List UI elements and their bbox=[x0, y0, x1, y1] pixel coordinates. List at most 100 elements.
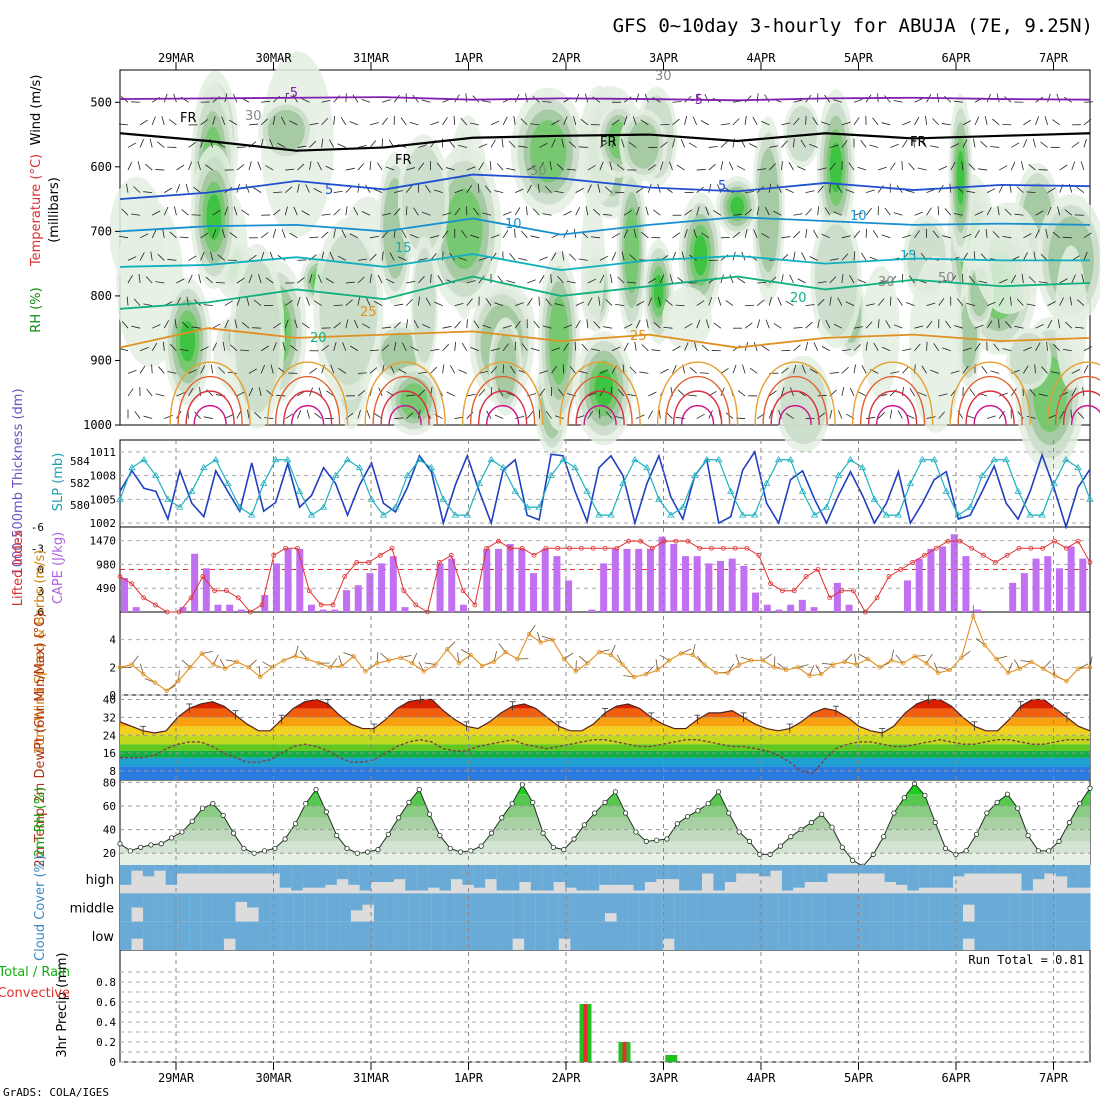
wind-barb bbox=[326, 390, 334, 397]
wind-barb bbox=[700, 120, 709, 126]
top-date-label: 2APR bbox=[552, 51, 582, 65]
cloud-cell bbox=[941, 865, 954, 888]
wind10-point bbox=[865, 656, 871, 662]
cloud-cell bbox=[416, 865, 429, 891]
slp-point bbox=[619, 479, 627, 486]
cloud-cell bbox=[884, 865, 897, 882]
wind10-point bbox=[924, 660, 929, 666]
wind-barb bbox=[1083, 232, 1092, 239]
wind-barb bbox=[442, 212, 452, 216]
slp-point bbox=[307, 511, 316, 518]
wind-barb bbox=[393, 321, 401, 329]
li-point bbox=[283, 545, 289, 551]
wind-barb bbox=[833, 323, 843, 329]
wind-barb bbox=[833, 99, 843, 103]
wind-barb bbox=[478, 370, 488, 374]
wind-barb bbox=[801, 252, 806, 261]
wind-barb bbox=[761, 233, 770, 239]
wind-barb bbox=[542, 101, 552, 103]
cloud-cell bbox=[154, 921, 167, 950]
cloud-cell-bg bbox=[736, 865, 749, 894]
wind-barb bbox=[908, 162, 915, 171]
wind-barb bbox=[227, 371, 237, 374]
rh-point bbox=[530, 799, 536, 806]
wind-barb bbox=[530, 123, 540, 126]
cloud-cell-bg bbox=[747, 865, 760, 894]
wind-barb bbox=[845, 301, 855, 306]
wind-barb bbox=[539, 142, 548, 148]
wind-barb bbox=[623, 229, 628, 238]
wind10-point bbox=[515, 656, 520, 662]
wind-barb bbox=[305, 184, 310, 193]
wind-barb bbox=[373, 301, 383, 306]
wind-barb bbox=[506, 392, 516, 397]
rh-point bbox=[932, 819, 938, 826]
wind-barb bbox=[885, 320, 891, 329]
rh-tick-label: 40 bbox=[103, 824, 116, 837]
cloud-cell bbox=[431, 893, 444, 922]
wind-barb bbox=[217, 142, 226, 148]
wind-barb bbox=[920, 140, 927, 148]
slp-point bbox=[116, 495, 124, 502]
wind-barb bbox=[720, 368, 729, 374]
cloud-cell bbox=[489, 921, 502, 950]
wind-barb bbox=[200, 119, 209, 126]
slp-point bbox=[798, 487, 807, 494]
li-point bbox=[1028, 545, 1034, 551]
wind-barb bbox=[490, 366, 498, 374]
cloud-cell bbox=[801, 921, 814, 950]
wind10-point bbox=[281, 658, 286, 663]
wind-barb bbox=[793, 138, 795, 148]
cape-bar bbox=[541, 548, 549, 612]
wind-barb bbox=[546, 410, 552, 419]
wind-barb bbox=[938, 393, 948, 397]
li-point bbox=[1040, 545, 1046, 551]
wind-barb bbox=[212, 209, 221, 216]
contour-label: 25 bbox=[630, 329, 647, 344]
wind-barb bbox=[732, 214, 743, 216]
wind-barb bbox=[337, 255, 346, 261]
wind-barb bbox=[376, 162, 383, 171]
cape-bar bbox=[611, 548, 619, 612]
cloud-cell bbox=[685, 893, 698, 922]
warm-contour bbox=[778, 404, 812, 426]
rh-shade bbox=[1054, 245, 1087, 391]
contour-label: 25 bbox=[360, 305, 377, 320]
wind-barb bbox=[684, 323, 693, 329]
li-point bbox=[436, 560, 442, 565]
wind-barb bbox=[131, 213, 141, 216]
wind-barb bbox=[725, 300, 734, 306]
wind-barb bbox=[954, 212, 963, 216]
wind-barb bbox=[1076, 299, 1085, 306]
wind-barb bbox=[506, 167, 516, 171]
wind-barb bbox=[1077, 411, 1085, 419]
wind-barb bbox=[672, 138, 676, 148]
cloud-cell bbox=[1021, 865, 1034, 891]
wind-barb bbox=[179, 348, 189, 352]
cloud-cell bbox=[1010, 865, 1023, 874]
cloud-cell bbox=[542, 865, 555, 891]
li-point bbox=[567, 545, 572, 551]
cloud-cell bbox=[293, 921, 306, 950]
wind-tick-label: 4 bbox=[109, 634, 116, 647]
slp-point bbox=[870, 495, 879, 502]
wind-barb bbox=[357, 296, 361, 306]
temp-tick-label: 16 bbox=[103, 747, 116, 760]
wind-barb bbox=[265, 165, 274, 171]
cloud-cell bbox=[951, 893, 964, 922]
slp-tick-label: 1005 bbox=[90, 493, 117, 506]
wind-barb bbox=[293, 206, 298, 216]
rh-shade bbox=[400, 383, 428, 418]
cloud-cell bbox=[547, 893, 560, 922]
wind-barb bbox=[445, 167, 455, 171]
wind-barb bbox=[926, 188, 936, 194]
wind-barb bbox=[865, 321, 873, 329]
cloud-cell bbox=[362, 893, 375, 905]
wind-barb bbox=[974, 211, 984, 216]
wind-barb bbox=[793, 117, 800, 126]
wind-barb bbox=[701, 232, 710, 239]
slp-point bbox=[727, 487, 735, 494]
rh-point bbox=[189, 818, 195, 824]
wind-barb bbox=[623, 210, 632, 216]
wind-barb bbox=[333, 190, 343, 194]
